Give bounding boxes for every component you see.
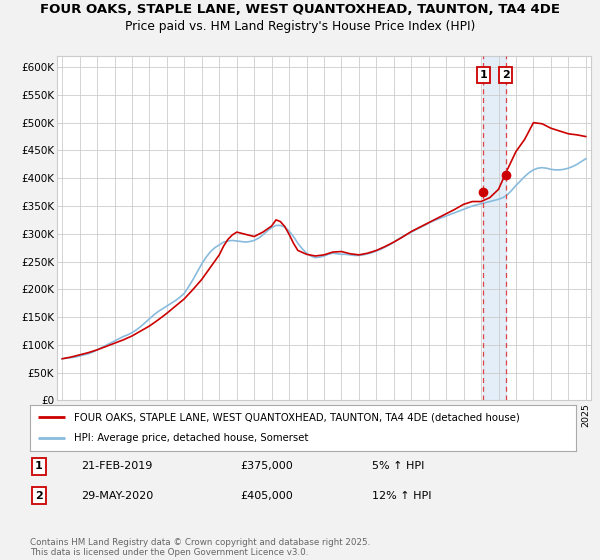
Text: FOUR OAKS, STAPLE LANE, WEST QUANTOXHEAD, TAUNTON, TA4 4DE: FOUR OAKS, STAPLE LANE, WEST QUANTOXHEAD… bbox=[40, 3, 560, 16]
Text: £405,000: £405,000 bbox=[240, 491, 293, 501]
Text: 2: 2 bbox=[502, 70, 510, 80]
Text: 2: 2 bbox=[35, 491, 43, 501]
Text: Price paid vs. HM Land Registry's House Price Index (HPI): Price paid vs. HM Land Registry's House … bbox=[125, 20, 475, 32]
Text: Contains HM Land Registry data © Crown copyright and database right 2025.
This d: Contains HM Land Registry data © Crown c… bbox=[30, 538, 370, 557]
Text: £375,000: £375,000 bbox=[240, 461, 293, 472]
Text: 1: 1 bbox=[479, 70, 487, 80]
Text: 12% ↑ HPI: 12% ↑ HPI bbox=[372, 491, 431, 501]
Text: HPI: Average price, detached house, Somerset: HPI: Average price, detached house, Some… bbox=[74, 433, 308, 444]
Text: 29-MAY-2020: 29-MAY-2020 bbox=[81, 491, 153, 501]
Text: 1: 1 bbox=[35, 461, 43, 472]
Text: 21-FEB-2019: 21-FEB-2019 bbox=[81, 461, 152, 472]
Text: 5% ↑ HPI: 5% ↑ HPI bbox=[372, 461, 424, 472]
Text: FOUR OAKS, STAPLE LANE, WEST QUANTOXHEAD, TAUNTON, TA4 4DE (detached house): FOUR OAKS, STAPLE LANE, WEST QUANTOXHEAD… bbox=[74, 412, 520, 422]
Bar bbox=[484, 56, 506, 400]
